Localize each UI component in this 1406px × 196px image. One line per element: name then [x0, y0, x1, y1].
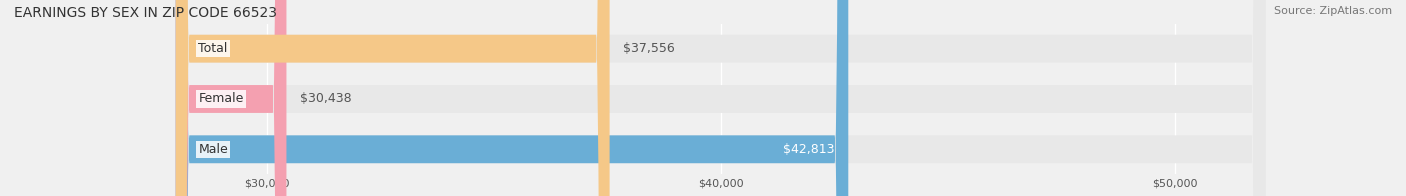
Text: Male: Male — [198, 143, 228, 156]
FancyBboxPatch shape — [176, 0, 848, 196]
FancyBboxPatch shape — [176, 0, 1265, 196]
Text: $37,556: $37,556 — [623, 42, 675, 55]
FancyBboxPatch shape — [176, 0, 1265, 196]
FancyBboxPatch shape — [176, 0, 610, 196]
Text: $30,438: $30,438 — [299, 93, 352, 105]
FancyBboxPatch shape — [176, 0, 287, 196]
Text: EARNINGS BY SEX IN ZIP CODE 66523: EARNINGS BY SEX IN ZIP CODE 66523 — [14, 6, 277, 20]
Text: $42,813: $42,813 — [783, 143, 835, 156]
Text: Female: Female — [198, 93, 243, 105]
Text: Total: Total — [198, 42, 228, 55]
FancyBboxPatch shape — [176, 0, 1265, 196]
Text: Source: ZipAtlas.com: Source: ZipAtlas.com — [1274, 6, 1392, 16]
